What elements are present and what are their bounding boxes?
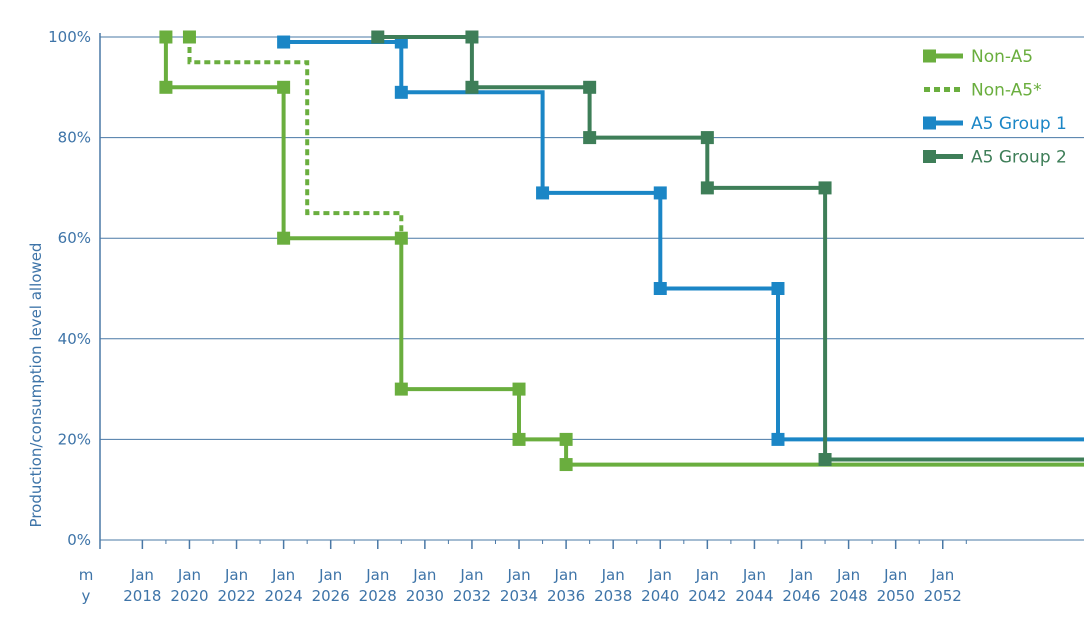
x-tick-label-month: Jan [836, 566, 860, 584]
series-marker [559, 458, 573, 472]
axis-layer: 0% 20% 40% 60% 80% 100% Jan 2018 Jan 2020 Jan 2022 J… [48, 28, 967, 605]
x-tick-label-year: 2020 [170, 587, 208, 605]
series-marker [182, 30, 196, 44]
y-tick-label: 80% [58, 129, 91, 147]
series-marker [771, 432, 785, 446]
legend: Non-A5 Non-A5* A5 Group 1 A5 Group 2 [923, 47, 1067, 168]
legend-label: Non-A5* [971, 81, 1042, 101]
x-tick-label-year: 2036 [547, 587, 585, 605]
legend-entry: Non-A5* [924, 81, 1042, 101]
legend-swatch-marker [923, 116, 936, 130]
x-tick-label-year: 2030 [406, 587, 444, 605]
series-a5-group-2 [371, 30, 1084, 467]
x-tick-label-year: 2018 [123, 587, 161, 605]
y-tick-label: 40% [58, 330, 91, 348]
series-marker [559, 432, 573, 446]
x-tick-label-month: Jan [318, 566, 342, 584]
series-non-a5- [182, 30, 404, 239]
legend-label: A5 Group 2 [971, 148, 1067, 168]
legend-label: A5 Group 1 [971, 114, 1067, 134]
x-tick-label-month: Jan [695, 566, 719, 584]
series-line [283, 40, 1084, 442]
x-tick-label-year: 2034 [500, 587, 538, 605]
series-non-a5 [159, 30, 1084, 472]
series-marker [700, 131, 714, 145]
x-tick-label-month: Jan [506, 566, 530, 584]
x-tick-label-month: Jan [271, 566, 295, 584]
x-tick-label-year: 2032 [453, 587, 491, 605]
y-tick-label: 0% [67, 531, 91, 549]
series-marker [394, 382, 408, 396]
series-marker [818, 181, 832, 195]
x-tick-label-month: Jan [930, 566, 954, 584]
legend-label: Non-A5 [971, 47, 1033, 67]
x-tick-label-month: Jan [177, 566, 201, 584]
x-tick-label-month: Jan [601, 566, 625, 584]
series-marker [512, 382, 526, 396]
x-axis-prefix-year: y [82, 587, 91, 605]
series-marker [536, 186, 550, 200]
x-tick-label-year: 2046 [782, 587, 820, 605]
series-line [377, 35, 1084, 462]
series-marker [277, 80, 291, 94]
series-a5-group-1 [277, 35, 1084, 446]
y-axis-title: Production/consumption level allowed [27, 242, 45, 528]
legend-entry: A5 Group 2 [923, 148, 1067, 168]
series-marker [771, 282, 785, 295]
series-marker [277, 231, 291, 245]
x-tick-label-year: 2026 [312, 587, 350, 605]
series-marker [465, 30, 479, 44]
x-tick-label-month: Jan [412, 566, 436, 584]
legend-entry: A5 Group 1 [923, 114, 1067, 134]
series-marker [159, 30, 173, 44]
series-line [187, 37, 404, 239]
series-marker [700, 181, 714, 195]
series-marker [371, 30, 385, 44]
x-tick-label-year: 2024 [265, 587, 303, 605]
series-marker [512, 432, 526, 446]
x-tick-label-year: 2042 [688, 587, 726, 605]
x-tick-label-year: 2050 [877, 587, 915, 605]
y-tick-label: 100% [48, 28, 91, 46]
series-marker [394, 85, 408, 99]
x-tick-label-month: Jan [883, 566, 907, 584]
x-tick-label-year: 2038 [594, 587, 632, 605]
series-line [163, 37, 1084, 467]
x-axis-prefix-month: m [79, 566, 94, 584]
x-tick-label-month: Jan [742, 566, 766, 584]
x-tick-label-month: Jan [130, 566, 154, 584]
legend-swatch-marker [923, 150, 936, 163]
x-tick-label-month: Jan [789, 566, 813, 584]
series-layer [159, 30, 1084, 472]
x-tick-label-year: 2044 [735, 587, 773, 605]
y-tick-label: 20% [58, 430, 91, 448]
legend-entry: Non-A5 [923, 47, 1033, 67]
x-tick-label-month: Jan [459, 566, 483, 584]
x-tick-label-year: 2052 [924, 587, 962, 605]
x-tick-label-month: Jan [224, 566, 248, 584]
series-marker [465, 80, 479, 94]
series-marker [277, 35, 291, 49]
series-marker [159, 80, 173, 94]
y-tick-label: 60% [58, 229, 91, 247]
x-tick-label-month: Jan [365, 566, 389, 584]
series-marker [818, 453, 832, 467]
series-marker [653, 282, 667, 295]
x-tick-label-year: 2022 [217, 587, 255, 605]
series-marker [583, 80, 597, 94]
legend-swatch-marker [923, 49, 936, 63]
x-tick-label-year: 2040 [641, 587, 679, 605]
x-tick-label-month: Jan [554, 566, 578, 584]
x-tick-label-year: 2048 [829, 587, 867, 605]
series-marker [653, 186, 667, 200]
x-tick-label-year: 2028 [359, 587, 397, 605]
series-marker [583, 131, 597, 145]
x-tick-label-month: Jan [648, 566, 672, 584]
